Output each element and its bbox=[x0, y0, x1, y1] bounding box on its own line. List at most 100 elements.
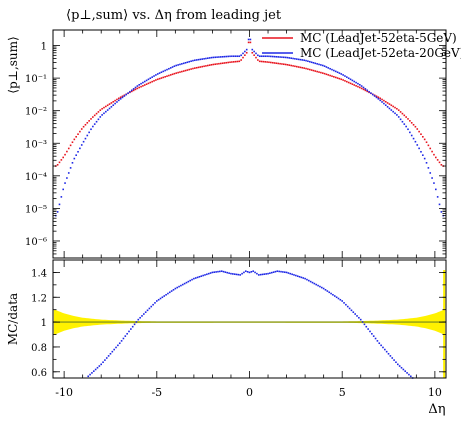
data-point bbox=[125, 93, 128, 96]
data-point bbox=[416, 128, 419, 130]
data-point bbox=[143, 84, 146, 86]
ratio-point bbox=[365, 325, 368, 328]
ratio-point bbox=[89, 373, 91, 376]
data-point bbox=[307, 60, 309, 62]
ratio-point bbox=[239, 274, 242, 276]
data-point bbox=[271, 55, 274, 58]
ratio-point bbox=[148, 307, 151, 310]
data-point bbox=[366, 90, 369, 93]
data-point bbox=[294, 65, 296, 68]
data-point bbox=[129, 90, 131, 93]
legend-label: MC (LeadJet-52eta-5GeV) bbox=[300, 31, 457, 45]
ratio-point bbox=[102, 361, 104, 364]
ratio-point bbox=[371, 332, 373, 335]
data-point bbox=[143, 80, 146, 83]
data-point bbox=[281, 56, 283, 58]
data-point bbox=[349, 78, 352, 81]
data-point bbox=[255, 56, 257, 59]
ratio-point bbox=[367, 328, 369, 330]
data-point bbox=[327, 67, 330, 69]
ratio-point bbox=[384, 348, 386, 351]
ratio-point bbox=[326, 290, 329, 292]
data-point bbox=[214, 56, 217, 59]
data-point bbox=[225, 55, 228, 58]
data-point bbox=[221, 62, 224, 65]
data-point bbox=[179, 63, 181, 66]
ratio-point bbox=[276, 270, 279, 272]
data-point bbox=[366, 89, 369, 92]
ratio-point bbox=[228, 272, 230, 274]
ratio-point bbox=[194, 277, 197, 279]
data-point bbox=[360, 85, 363, 87]
data-point bbox=[164, 69, 166, 72]
ratio-point bbox=[122, 337, 125, 340]
ratio-point bbox=[209, 272, 212, 274]
data-point bbox=[377, 96, 380, 99]
data-point bbox=[147, 78, 150, 81]
data-point bbox=[147, 82, 150, 85]
data-point bbox=[186, 69, 189, 71]
data-point bbox=[142, 85, 144, 87]
data-point bbox=[166, 75, 168, 77]
data-point bbox=[351, 83, 354, 85]
data-point bbox=[438, 203, 441, 206]
ratio-y-tick-label: 0.8 bbox=[31, 343, 47, 354]
data-point bbox=[162, 70, 165, 73]
ratio-point bbox=[117, 344, 119, 347]
ratio-point bbox=[285, 271, 288, 274]
y-tick-label: 10⁻³ bbox=[25, 139, 47, 150]
ratio-point bbox=[291, 273, 293, 276]
ratio-point bbox=[397, 363, 399, 366]
ratio-point bbox=[352, 311, 355, 313]
data-point bbox=[284, 63, 287, 66]
data-point bbox=[79, 130, 81, 133]
data-point bbox=[136, 87, 139, 90]
data-point bbox=[223, 62, 226, 64]
data-point bbox=[405, 125, 407, 128]
data-point bbox=[84, 123, 87, 126]
data-point bbox=[358, 86, 361, 89]
data-point bbox=[60, 196, 63, 198]
data-point bbox=[151, 76, 153, 78]
ratio-point bbox=[343, 302, 345, 304]
y-tick-label: 10⁻⁶ bbox=[25, 237, 47, 248]
data-point bbox=[294, 57, 296, 60]
ratio-point bbox=[402, 368, 405, 371]
ratio-point bbox=[200, 275, 203, 277]
ratio-point bbox=[109, 352, 112, 355]
ratio-y-tick-label: 0.6 bbox=[31, 368, 47, 379]
ratio-point bbox=[315, 283, 318, 286]
ratio-point bbox=[196, 276, 199, 279]
data-point bbox=[405, 116, 407, 118]
data-point bbox=[60, 159, 63, 161]
data-point bbox=[195, 59, 198, 61]
ratio-point bbox=[387, 352, 390, 355]
ratio-point bbox=[324, 289, 327, 291]
data-point bbox=[182, 62, 185, 65]
data-point bbox=[329, 67, 331, 70]
ratio-point bbox=[391, 357, 394, 359]
data-point bbox=[308, 68, 311, 71]
ratio-point bbox=[311, 281, 314, 284]
ratio-point bbox=[333, 295, 336, 297]
ratio-point bbox=[339, 298, 342, 301]
data-point bbox=[71, 162, 74, 164]
data-point bbox=[338, 77, 341, 80]
data-point bbox=[383, 102, 385, 105]
data-point bbox=[423, 138, 426, 141]
ratio-point bbox=[187, 280, 190, 283]
data-point bbox=[127, 92, 129, 94]
data-point bbox=[320, 64, 322, 66]
data-point bbox=[260, 60, 263, 63]
ratio-point bbox=[274, 270, 277, 273]
data-point bbox=[90, 128, 92, 131]
data-point bbox=[273, 62, 276, 64]
data-point bbox=[66, 177, 68, 179]
data-point bbox=[171, 73, 174, 76]
data-point bbox=[175, 72, 178, 74]
data-point bbox=[266, 61, 268, 63]
ratio-point bbox=[346, 305, 349, 308]
data-point bbox=[292, 57, 294, 60]
ratio-point bbox=[408, 373, 410, 376]
data-point bbox=[344, 80, 346, 82]
